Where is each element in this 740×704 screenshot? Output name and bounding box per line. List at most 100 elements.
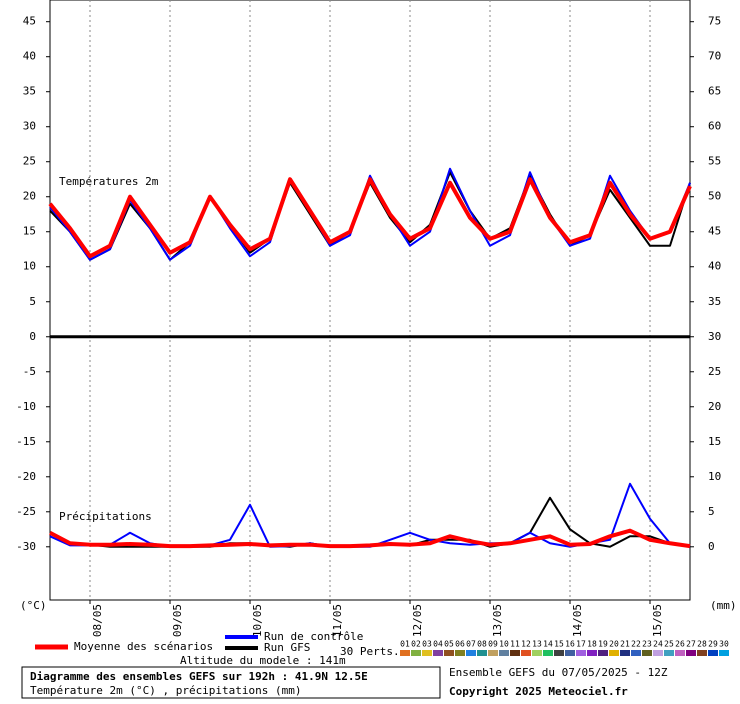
x-tick-label: 09/05	[171, 604, 184, 637]
legend-label: Run GFS	[264, 641, 310, 654]
x-tick-label: 13/05	[491, 604, 504, 637]
y-tick-label: -10	[16, 400, 36, 413]
y-tick-label: -15	[16, 435, 36, 448]
perturbation-label: 10	[499, 640, 509, 649]
perturbation-label: 04	[433, 640, 443, 649]
perturbation-label: 20	[609, 640, 619, 649]
copyright: Copyright 2025 Meteociel.fr	[449, 685, 628, 698]
perturbation-swatch	[444, 650, 454, 656]
y-tick-label: 15	[23, 225, 36, 238]
perturbation-label: 12	[521, 640, 531, 649]
perturbation-swatch	[598, 650, 608, 656]
y-tick-label: -25	[16, 505, 36, 518]
y2-tick-label: 40	[708, 260, 721, 273]
y2-unit: (mm)	[710, 599, 737, 612]
panel-label: Températures 2m	[59, 175, 159, 188]
perturbation-label: 11	[510, 640, 520, 649]
y2-tick-label: 55	[708, 155, 721, 168]
perturbation-label: 13	[532, 640, 542, 649]
perturbation-label: 24	[653, 640, 663, 649]
perturbation-swatch	[697, 650, 707, 656]
y-tick-label: 35	[23, 85, 36, 98]
x-tick-label: 10/05	[251, 604, 264, 637]
legend-label: Moyenne des scénarios	[74, 640, 213, 653]
temperature-line	[49, 167, 691, 261]
y-tick-label: 40	[23, 50, 36, 63]
plot-frame	[49, 0, 691, 601]
perturbations-label: 30 Perts.	[340, 645, 400, 658]
title-box	[21, 666, 441, 699]
perturbation-swatch	[642, 650, 652, 656]
perturbation-label: 29	[708, 640, 718, 649]
perturbation-label: 16	[565, 640, 575, 649]
y2-tick-label: 5	[708, 505, 715, 518]
perturbation-swatch	[521, 650, 531, 656]
y2-tick-label: 70	[708, 50, 721, 63]
y2-tick-label: 45	[708, 225, 721, 238]
temperature-line	[48, 177, 692, 259]
perturbation-swatch	[422, 650, 432, 656]
y2-tick-label: 65	[708, 85, 721, 98]
perturbation-label: 23	[642, 640, 652, 649]
y-tick-label: 30	[23, 120, 36, 133]
perturbation-swatch	[587, 650, 597, 656]
y-tick-label: -30	[16, 540, 36, 553]
perturbation-label: 03	[422, 640, 432, 649]
y-tick-label: -5	[23, 365, 36, 378]
title: Diagramme des ensembles GEFS sur 192h : …	[30, 670, 368, 683]
perturbation-swatch	[499, 650, 509, 656]
x-tick-label: 08/05	[91, 604, 104, 637]
y-tick-label: 20	[23, 190, 36, 203]
y-unit: (°C)	[20, 599, 47, 612]
y2-tick-label: 0	[708, 540, 715, 553]
perturbation-swatch	[455, 650, 465, 656]
perturbation-label: 19	[598, 640, 608, 649]
perturbation-swatch	[466, 650, 476, 656]
subtitle: Température 2m (°C) , précipitations (mm…	[30, 684, 302, 697]
perturbation-label: 26	[675, 640, 685, 649]
perturbation-swatch	[631, 650, 641, 656]
perturbation-label: 07	[466, 640, 476, 649]
perturbation-label: 25	[664, 640, 674, 649]
perturbation-swatch	[400, 650, 410, 656]
y2-tick-label: 20	[708, 400, 721, 413]
panel-label: Précipitations	[59, 510, 152, 523]
x-tick-label: 11/05	[331, 604, 344, 637]
y-tick-label: 0	[29, 330, 36, 343]
y-tick-label: -20	[16, 470, 36, 483]
y2-tick-label: 15	[708, 435, 721, 448]
perturbation-label: 05	[444, 640, 454, 649]
x-tick-label: 14/05	[571, 604, 584, 637]
legend-label: Run de contrôle	[264, 630, 363, 643]
y2-tick-label: 30	[708, 330, 721, 343]
precip-line	[49, 528, 691, 549]
y2-tick-label: 60	[708, 120, 721, 133]
perturbation-label: 15	[554, 640, 564, 649]
perturbation-swatch	[708, 650, 718, 656]
perturbation-swatch	[664, 650, 674, 656]
perturbation-swatch	[477, 650, 487, 656]
perturbation-label: 27	[686, 640, 696, 649]
perturbation-swatch	[411, 650, 421, 656]
perturbation-label: 14	[543, 640, 553, 649]
y-tick-label: 25	[23, 155, 36, 168]
perturbation-swatch	[686, 650, 696, 656]
perturbation-label: 17	[576, 640, 586, 649]
perturbation-label: 09	[488, 640, 498, 649]
perturbation-swatch	[565, 650, 575, 656]
y2-tick-label: 35	[708, 295, 721, 308]
perturbation-label: 21	[620, 640, 630, 649]
perturbation-swatch	[576, 650, 586, 656]
perturbation-swatch	[719, 650, 729, 656]
run-info: Ensemble GEFS du 07/05/2025 - 12Z	[449, 666, 668, 679]
y2-tick-label: 50	[708, 190, 721, 203]
y-tick-label: 10	[23, 260, 36, 273]
perturbation-label: 22	[631, 640, 641, 649]
perturbation-swatch	[433, 650, 443, 656]
x-tick-label: 15/05	[651, 604, 664, 637]
perturbation-label: 02	[411, 640, 421, 649]
perturbation-label: 06	[455, 640, 465, 649]
perturbation-swatch	[609, 650, 619, 656]
altitude: Altitude du modele : 141m	[180, 654, 346, 667]
